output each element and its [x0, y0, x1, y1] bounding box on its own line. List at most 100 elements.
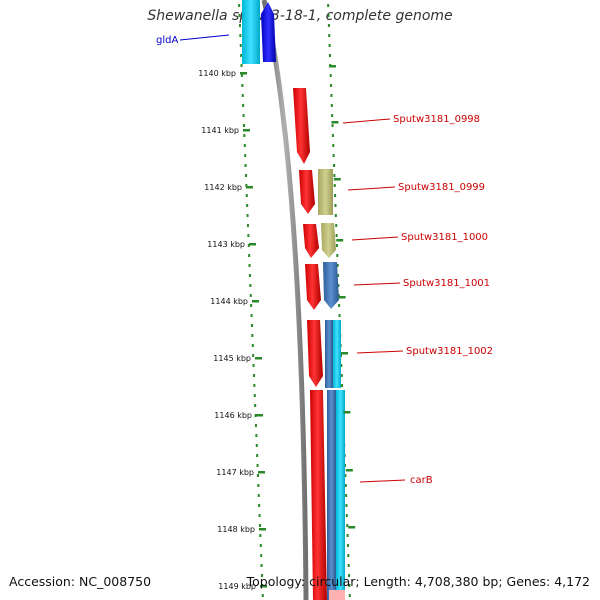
ruler-dot	[257, 494, 260, 497]
ruler-dot	[346, 524, 349, 527]
ruler-dot	[241, 84, 244, 87]
kbp-tick	[260, 585, 267, 588]
ruler-dot	[247, 244, 250, 247]
ruler-dot	[248, 254, 251, 257]
ruler-dot	[250, 304, 253, 307]
ruler-dot	[334, 194, 337, 197]
ruler-dot	[240, 64, 243, 67]
feature-red-1001	[305, 264, 321, 310]
ruler-dot	[336, 254, 339, 257]
ruler-dot	[327, 24, 330, 27]
feature-red-0999	[299, 170, 315, 214]
ruler-dot	[252, 354, 255, 357]
gene-label[interactable]: carB	[410, 475, 433, 486]
ruler-dot	[251, 334, 254, 337]
ruler-dot	[330, 104, 333, 107]
kbp-tick-label: 1149 kbp	[218, 582, 256, 591]
gene-leader-line	[342, 118, 391, 124]
ruler-dot	[346, 544, 349, 547]
ruler-dot	[260, 564, 263, 567]
kbp-ticks: 1140 kbp 1141 kbp 1142 kbp 1143 kbp 1144 kbp…	[198, 65, 356, 591]
feature-cyan-top	[242, 0, 260, 64]
ruler-dot	[345, 514, 348, 517]
ruler-dot	[242, 114, 245, 117]
ruler-dot	[337, 284, 340, 287]
feature-blue-gldA	[261, 2, 276, 62]
ruler-dot	[334, 214, 337, 217]
gene-label[interactable]: Sputw3181_0998	[393, 114, 480, 125]
ruler-dot	[242, 124, 245, 127]
ruler-dot	[332, 144, 335, 147]
ruler-dot	[239, 44, 242, 47]
ruler-dot	[258, 514, 261, 517]
ruler-dot	[243, 134, 246, 137]
kbp-tick-label: 1146 kbp	[214, 411, 252, 420]
ruler-dot	[240, 74, 243, 77]
gene-label[interactable]: gldA	[156, 35, 178, 46]
gene-labels: gldA Sputw3181_0998 Sputw3181_0999 Sputw318…	[156, 34, 493, 486]
feature-red-1002	[307, 320, 323, 387]
ruler-dot	[337, 274, 340, 277]
ruler-dot	[260, 554, 263, 557]
ruler-dot	[254, 404, 257, 407]
kbp-tick-label: 1142 kbp	[204, 183, 242, 192]
ruler-dot	[238, 24, 241, 27]
outer-tick	[348, 526, 356, 529]
outer-tick	[333, 178, 341, 181]
ruler-dot	[250, 324, 253, 327]
kbp-tick-label: 1145 kbp	[213, 354, 251, 363]
feature-steel-1001	[323, 262, 339, 309]
ruler-dot	[348, 574, 351, 577]
ruler-dot	[337, 294, 340, 297]
outer-tick	[341, 352, 348, 355]
ruler-dot	[341, 384, 344, 387]
ruler-dot	[340, 374, 343, 377]
ruler-dot	[249, 294, 252, 297]
feature-steel-1002	[325, 320, 333, 388]
gene-label[interactable]: Sputw3181_1002	[406, 346, 493, 357]
ruler-dot	[243, 144, 246, 147]
kbp-tick-label: 1140 kbp	[198, 69, 236, 78]
kbp-tick	[252, 300, 259, 303]
ruler-dot	[348, 594, 351, 597]
ruler-dot	[334, 204, 337, 207]
map-title: Shewanella sp. W3-18-1, complete genome	[147, 8, 453, 24]
ruler-dot	[252, 364, 255, 367]
ruler-dot	[344, 484, 347, 487]
ruler-dot	[246, 224, 249, 227]
gene-label[interactable]: Sputw3181_1001	[403, 278, 490, 289]
ruler-dot	[329, 74, 332, 77]
ruler-dot	[250, 314, 253, 317]
ruler-dot	[255, 444, 258, 447]
gene-label[interactable]: Sputw3181_1000	[401, 232, 488, 243]
ruler-dot	[238, 4, 241, 7]
ruler-dot	[335, 234, 338, 237]
gene-label[interactable]: Sputw3181_0999	[398, 182, 485, 193]
ruler-dot	[247, 234, 250, 237]
ruler-dot	[335, 224, 338, 227]
ruler-dot	[252, 374, 255, 377]
ruler-dot	[239, 34, 242, 37]
outer-tick	[336, 239, 344, 242]
ruler-dot	[328, 34, 331, 37]
ruler-dot	[259, 544, 262, 547]
ruler-dot	[256, 454, 259, 457]
ruler-dot	[338, 314, 341, 317]
kbp-tick	[249, 243, 256, 246]
accession-text: Accession: NC_008750	[9, 574, 152, 589]
ruler-dot	[256, 464, 259, 467]
ruler-dot	[259, 534, 262, 537]
kbp-tick	[258, 471, 265, 474]
feature-red-1000	[303, 224, 319, 258]
ruler-dot	[249, 284, 252, 287]
ruler-dot	[331, 124, 334, 127]
ruler-dot	[344, 464, 347, 467]
ruler-dot	[246, 204, 249, 207]
ruler-dot	[330, 84, 333, 87]
feature-olive-1000	[321, 223, 336, 258]
ruler-dot	[331, 134, 334, 137]
ruler-dot	[328, 54, 331, 57]
ruler-dot	[348, 584, 351, 587]
outer-tick	[338, 296, 346, 299]
